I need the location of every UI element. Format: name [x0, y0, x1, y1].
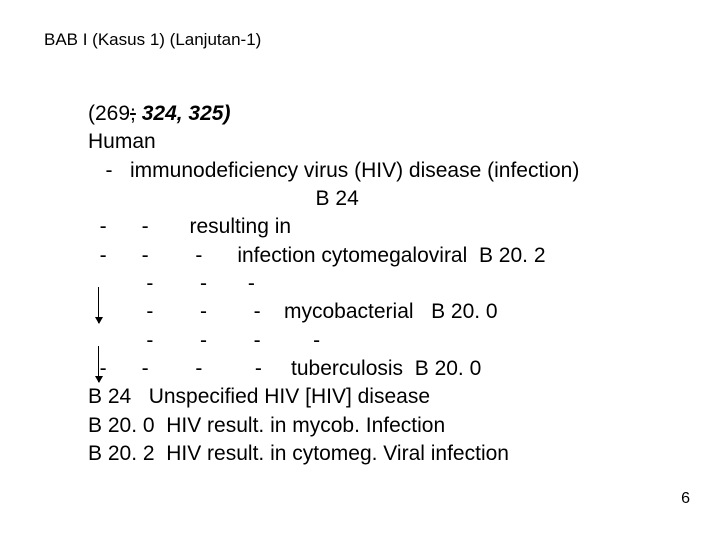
slide-header: BAB I (Kasus 1) (Lanjutan-1) — [44, 30, 261, 50]
line-3: - immunodeficiency virus (HIV) disease (… — [88, 157, 585, 185]
line-9: - - - - — [88, 327, 585, 355]
line-5: - - resulting in — [88, 213, 585, 241]
line-11: B 24 Unspecified HIV [HIV] disease — [88, 383, 585, 411]
line-10: - - - - tuberculosis B 20. 0 — [88, 355, 585, 383]
line-6: - - - infection cytomegaloviral B 20. 2 — [88, 242, 585, 270]
line-13: B 20. 2 HIV result. in cytomeg. Viral in… — [88, 440, 585, 468]
line-4: B 24 — [88, 185, 585, 213]
slide-content: (269; 324, 325) Human - immunodeficiency… — [88, 100, 585, 468]
line-7: - - - — [88, 270, 585, 298]
l1-open: (269 — [88, 102, 130, 125]
line-8: - - - mycobacterial B 20. 0 — [88, 298, 585, 326]
line-1: (269; 324, 325) — [88, 100, 585, 128]
l1-italic: 324, 325) — [136, 102, 231, 125]
arrow-icon — [98, 287, 99, 323]
line-12: B 20. 0 HIV result. in mycob. Infection — [88, 412, 585, 440]
arrow-icon — [98, 346, 99, 382]
page-number: 6 — [681, 490, 690, 508]
line-2: Human — [88, 128, 585, 156]
